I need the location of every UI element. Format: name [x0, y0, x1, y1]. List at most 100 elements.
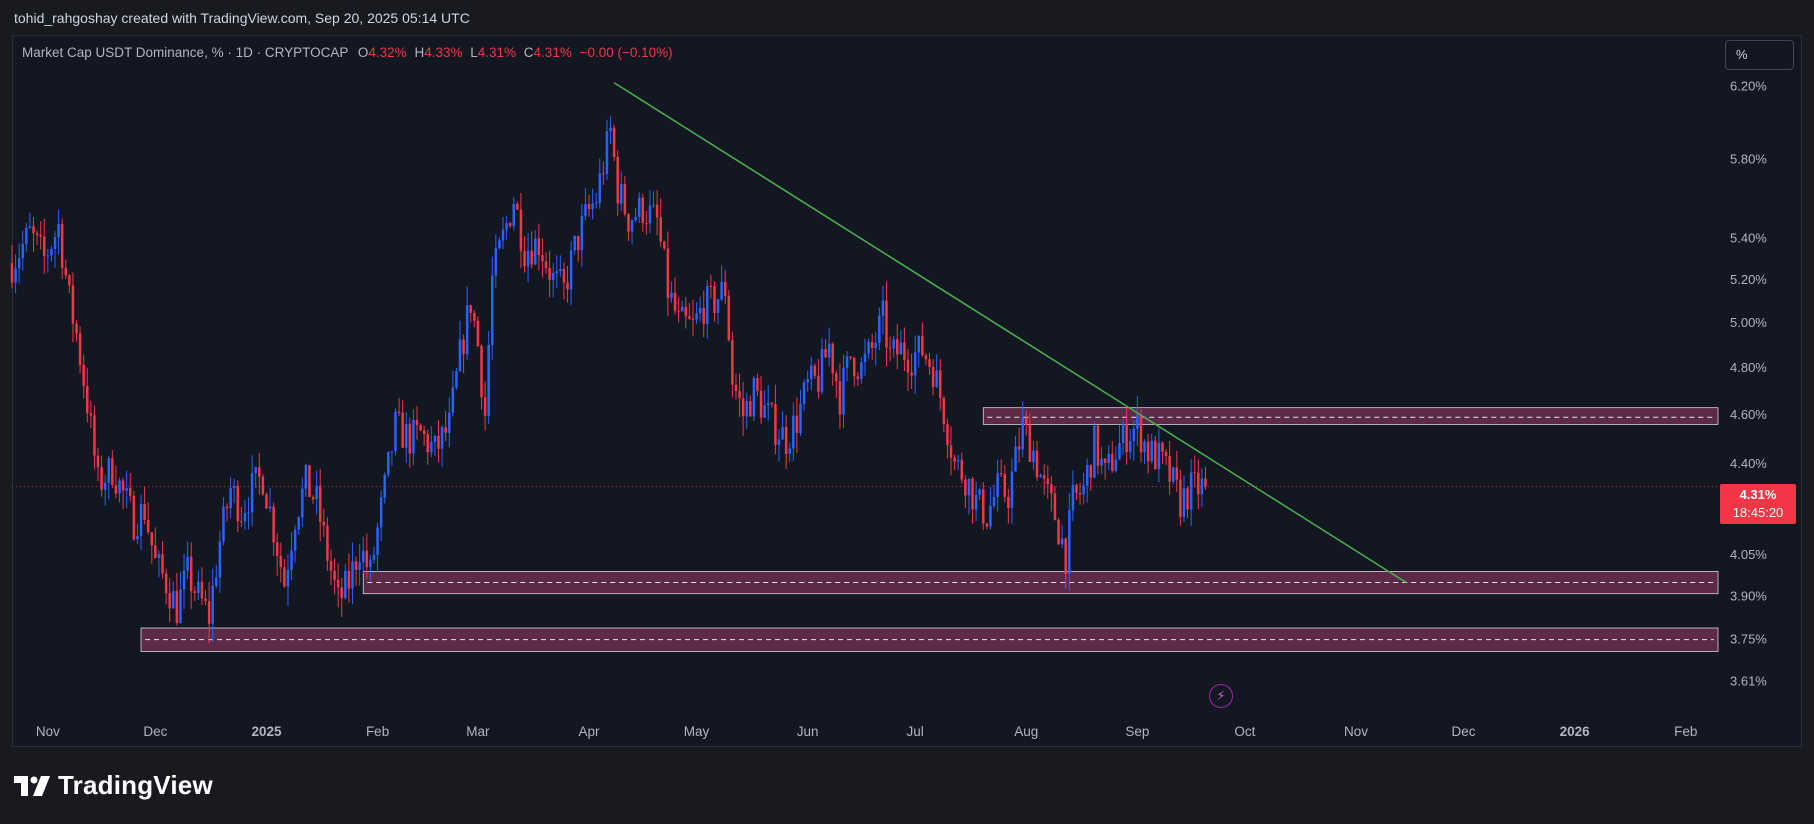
- candle-body: [849, 356, 852, 358]
- candle-body: [200, 581, 204, 599]
- candle-body: [1171, 467, 1175, 482]
- candle-body: [842, 367, 845, 415]
- y-tick-label: 3.90%: [1730, 589, 1767, 604]
- candle-body: [921, 336, 924, 356]
- candle-body: [1114, 459, 1118, 471]
- candle-body: [956, 460, 960, 462]
- candle-body: [835, 373, 838, 382]
- candle-body: [401, 412, 404, 448]
- candle-body: [1204, 478, 1207, 487]
- candle-body: [534, 238, 537, 265]
- candle-body: [759, 391, 763, 418]
- x-tick-label: 2026: [1560, 724, 1591, 739]
- x-tick-label: Mar: [466, 724, 490, 739]
- candle-body: [1103, 458, 1107, 463]
- candle-body: [505, 223, 508, 230]
- candle-body: [695, 313, 698, 320]
- candle-body: [1017, 446, 1021, 450]
- candle-body: [892, 339, 895, 349]
- candle-body: [1071, 484, 1075, 511]
- candle-body: [967, 478, 971, 496]
- percent-scale-button[interactable]: %: [1725, 40, 1794, 70]
- candle-body: [1200, 478, 1204, 495]
- x-tick-label: Feb: [1674, 724, 1697, 739]
- lightning-bolt-icon[interactable]: ⚡: [1209, 684, 1233, 708]
- candle-body: [46, 255, 50, 257]
- candle-body: [293, 529, 297, 551]
- candle-body: [569, 250, 573, 290]
- candle-body: [114, 485, 118, 494]
- candle-body: [648, 205, 652, 224]
- candle-body: [996, 473, 999, 498]
- high-value: 4.33%: [424, 45, 463, 60]
- candle-body: [1064, 538, 1067, 575]
- candle-body: [663, 241, 666, 249]
- candle-body: [376, 527, 379, 555]
- candle-body: [265, 494, 268, 509]
- candle-body: [659, 217, 662, 242]
- candle-body: [225, 506, 229, 509]
- candle-body: [78, 333, 82, 365]
- candle-body: [1107, 453, 1110, 463]
- candle-body: [232, 486, 236, 489]
- x-tick-label: Nov: [1344, 724, 1368, 739]
- candle-body: [688, 316, 691, 319]
- candle-body: [1082, 485, 1085, 495]
- candle-body: [756, 378, 759, 392]
- candle-body: [301, 488, 304, 518]
- candle-body: [494, 248, 498, 276]
- candle-body: [182, 570, 186, 590]
- candle-body: [279, 555, 283, 568]
- candle-body: [896, 339, 899, 355]
- candle-body: [899, 342, 903, 355]
- tradingview-brand[interactable]: TradingView: [14, 770, 213, 801]
- candle-body: [587, 204, 591, 210]
- candle-body: [422, 430, 426, 435]
- candle-body: [573, 236, 576, 251]
- candle-body: [369, 559, 372, 568]
- candle-body: [469, 305, 473, 313]
- candle-body: [784, 426, 788, 454]
- candle-body: [164, 573, 168, 594]
- candle-body: [634, 216, 637, 221]
- candle-body: [806, 378, 809, 383]
- candle-body: [211, 585, 214, 624]
- candle-body: [530, 250, 533, 265]
- candle-body: [21, 244, 25, 259]
- candle-body: [372, 554, 376, 560]
- candle-body: [978, 489, 981, 495]
- y-tick-label: 6.20%: [1730, 78, 1767, 93]
- candle-body: [1010, 471, 1014, 508]
- candle-body: [964, 479, 967, 496]
- candle-body: [989, 505, 992, 527]
- candle-body: [713, 285, 716, 313]
- candle-body: [154, 545, 157, 558]
- open-value: 4.32%: [368, 45, 407, 60]
- candle-body: [250, 473, 254, 513]
- y-tick-label: 4.05%: [1730, 547, 1767, 562]
- candle-body: [57, 223, 60, 238]
- symbol-legend[interactable]: Market Cap USDT Dominance, % · 1D · CRYP…: [22, 45, 673, 60]
- candle-body: [1143, 441, 1146, 453]
- candle-body: [709, 285, 713, 287]
- candle-body: [910, 372, 913, 376]
- candle-body: [465, 305, 469, 355]
- candle-body: [179, 589, 182, 623]
- candle-body: [620, 183, 623, 204]
- candle-body: [426, 434, 430, 453]
- candle-body: [777, 439, 781, 445]
- candle-body: [75, 323, 78, 334]
- x-tick-label: Sep: [1125, 724, 1149, 739]
- candle-body: [1128, 441, 1132, 453]
- candle-body: [913, 352, 917, 376]
- candle-body: [444, 427, 447, 433]
- candle-body: [602, 173, 605, 175]
- candle-body: [684, 306, 688, 317]
- candle-body: [197, 581, 200, 593]
- candle-body: [655, 204, 659, 218]
- candle-body: [1118, 443, 1121, 460]
- candle-body: [290, 550, 293, 570]
- candle-body: [666, 248, 670, 298]
- candle-body: [150, 532, 154, 546]
